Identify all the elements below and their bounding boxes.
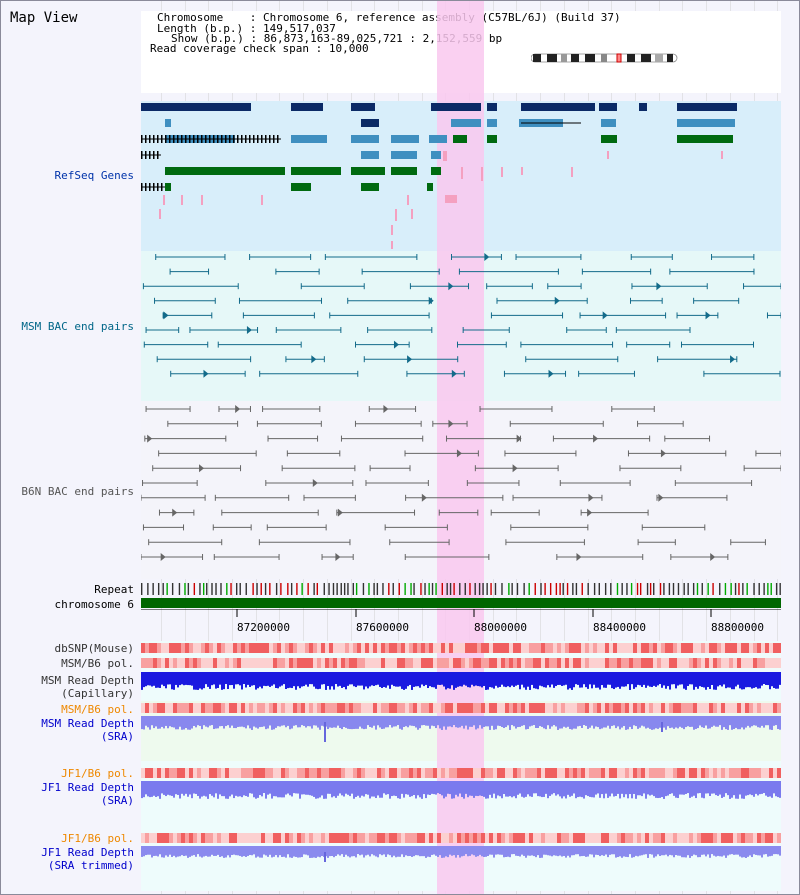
coverage-span-label: Read coverage check span : 10,000 — [150, 42, 369, 55]
msm-b6-pol-sra-label[interactable]: MSM/B6 pol. — [61, 703, 134, 716]
refseq-track-label[interactable]: RefSeq Genes — [54, 169, 134, 182]
repeat-track[interactable] — [141, 583, 781, 595]
axis-tick-label: 87200000 — [237, 621, 290, 634]
axis-tick-label: 88400000 — [593, 621, 646, 634]
b6n-bac-track-label[interactable]: B6N BAC end pairs — [21, 485, 134, 498]
variant-depth-tracks[interactable] — [141, 642, 781, 892]
b6n-bac-end-pairs-track[interactable] — [141, 401, 781, 579]
jf1-b6-pol-trimmed-label[interactable]: JF1/B6 pol. — [61, 832, 134, 845]
axis-tick-label: 88800000 — [711, 621, 764, 634]
refseq-gene-track[interactable] — [141, 101, 781, 251]
msm-depth-sra-label[interactable]: MSM Read Depth (SRA) — [41, 717, 134, 743]
selected-region-highlight[interactable] — [437, 1, 484, 894]
msm-bac-track-label[interactable]: MSM BAC end pairs — [21, 320, 134, 333]
msm-depth-capillary-label[interactable]: MSM Read Depth (Capillary) — [41, 674, 134, 700]
repeat-track-label: Repeat — [94, 583, 134, 596]
chromosome-track-label: chromosome 6 — [54, 598, 134, 611]
jf1-depth-trimmed-label[interactable]: JF1 Read Depth (SRA trimmed) — [41, 846, 134, 872]
dbsnp-track-label[interactable]: dbSNP(Mouse) — [54, 642, 134, 655]
jf1-depth-sra-label[interactable]: JF1 Read Depth (SRA) — [41, 781, 134, 807]
coordinate-axis — [141, 609, 781, 617]
msm-b6-pol-label[interactable]: MSM/B6 pol. — [61, 657, 134, 670]
axis-tick-label: 88000000 — [474, 621, 527, 634]
page-title: Map View — [10, 10, 78, 26]
jf1-b6-pol-label[interactable]: JF1/B6 pol. — [61, 767, 134, 780]
msm-bac-end-pairs-track[interactable] — [141, 251, 781, 401]
chromosome-ideogram[interactable] — [531, 53, 679, 63]
length-label: Length (b.p.) : 149,517,037 — [157, 22, 336, 35]
axis-tick-label: 87600000 — [356, 621, 409, 634]
chromosome-bar[interactable] — [141, 598, 781, 608]
chromosome-label: Chromosome : Chromosome 6, reference ass… — [157, 11, 621, 24]
